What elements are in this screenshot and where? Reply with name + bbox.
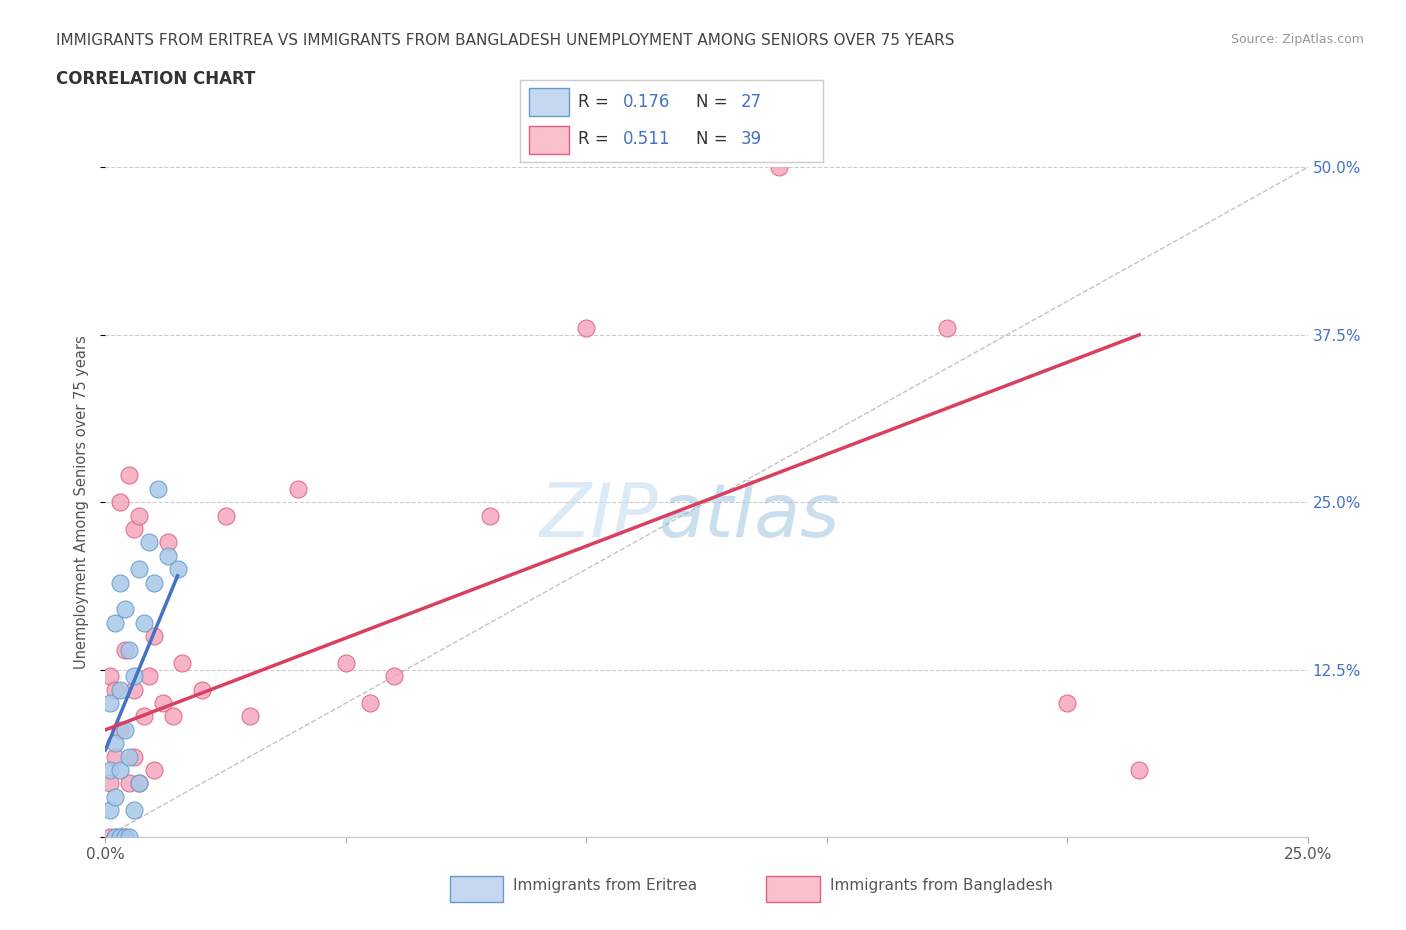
Point	[382, 669, 405, 684]
Point	[98, 830, 121, 844]
Point	[128, 508, 150, 523]
Point	[104, 616, 127, 631]
Point	[118, 830, 141, 844]
Point	[108, 495, 131, 510]
Text: ZIP: ZIP	[540, 480, 658, 551]
Point	[118, 642, 141, 657]
Point	[936, 321, 959, 336]
Text: R =: R =	[578, 130, 613, 148]
Point	[156, 549, 179, 564]
Point	[575, 321, 598, 336]
Point	[114, 602, 136, 617]
Bar	[529, 126, 568, 153]
Text: CORRELATION CHART: CORRELATION CHART	[56, 70, 256, 87]
Text: IMMIGRANTS FROM ERITREA VS IMMIGRANTS FROM BANGLADESH UNEMPLOYMENT AMONG SENIORS: IMMIGRANTS FROM ERITREA VS IMMIGRANTS FR…	[56, 33, 955, 47]
Point	[287, 482, 309, 497]
Point	[124, 669, 146, 684]
Point	[108, 723, 131, 737]
Point	[172, 656, 194, 671]
Point	[98, 696, 121, 711]
Point	[335, 656, 357, 671]
Point	[132, 709, 155, 724]
Point	[128, 776, 150, 790]
Point	[132, 616, 155, 631]
Text: 39: 39	[741, 130, 762, 148]
Text: R =: R =	[578, 93, 613, 111]
Point	[104, 683, 127, 698]
Point	[108, 830, 131, 844]
Text: 27: 27	[741, 93, 762, 111]
Point	[104, 736, 127, 751]
Point	[128, 776, 150, 790]
Point	[190, 683, 212, 698]
Point	[104, 830, 127, 844]
Point	[98, 763, 121, 777]
Point	[98, 669, 121, 684]
Point	[104, 830, 127, 844]
Text: atlas: atlas	[658, 480, 839, 551]
Point	[138, 535, 160, 550]
Point	[114, 642, 136, 657]
Point	[118, 776, 141, 790]
Text: Immigrants from Eritrea: Immigrants from Eritrea	[513, 878, 697, 893]
Point	[108, 575, 131, 590]
Point	[162, 709, 184, 724]
Text: N =: N =	[696, 93, 733, 111]
Point	[124, 683, 146, 698]
Point	[104, 790, 127, 804]
Point	[124, 803, 146, 817]
Point	[152, 696, 174, 711]
Point	[138, 669, 160, 684]
Point	[359, 696, 381, 711]
Text: Source: ZipAtlas.com: Source: ZipAtlas.com	[1230, 33, 1364, 46]
Point	[98, 803, 121, 817]
Point	[148, 482, 170, 497]
Point	[166, 562, 188, 577]
Point	[124, 522, 146, 537]
Y-axis label: Unemployment Among Seniors over 75 years: Unemployment Among Seniors over 75 years	[75, 336, 90, 669]
Point	[114, 830, 136, 844]
Point	[1128, 763, 1150, 777]
Point	[118, 750, 141, 764]
Point	[142, 629, 165, 644]
Bar	[529, 88, 568, 116]
Point	[108, 683, 131, 698]
Text: 0.176: 0.176	[623, 93, 671, 111]
Point	[142, 575, 165, 590]
Point	[768, 160, 790, 175]
Text: 0.511: 0.511	[623, 130, 671, 148]
Point	[114, 830, 136, 844]
Point	[128, 562, 150, 577]
Point	[214, 508, 236, 523]
Text: Immigrants from Bangladesh: Immigrants from Bangladesh	[830, 878, 1052, 893]
Point	[239, 709, 262, 724]
Point	[142, 763, 165, 777]
Point	[156, 535, 179, 550]
Point	[98, 776, 121, 790]
Point	[114, 723, 136, 737]
Point	[104, 750, 127, 764]
Point	[108, 763, 131, 777]
Point	[1056, 696, 1078, 711]
Point	[124, 750, 146, 764]
Text: N =: N =	[696, 130, 733, 148]
Point	[118, 468, 141, 483]
Point	[479, 508, 502, 523]
Point	[108, 830, 131, 844]
